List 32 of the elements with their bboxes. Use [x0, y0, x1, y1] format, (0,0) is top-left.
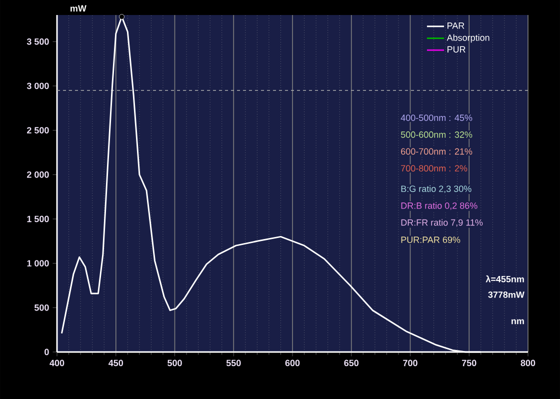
annotation: PUR:PAR 69% — [401, 236, 460, 243]
y-tick-label: 1 000 — [27, 260, 49, 266]
y-tick-label: 500 — [34, 304, 49, 311]
annotation: 600-700nm : 21% — [401, 148, 472, 155]
x-tick-label: 700 — [403, 360, 418, 366]
x-tick-label: 400 — [50, 360, 64, 366]
annotation: DR:B ratio 0,2 86% — [401, 202, 478, 210]
annotation: 400-500nm : 45% — [400, 114, 472, 121]
annotation: λ=455nm — [486, 275, 524, 282]
x-tick-label: 800 — [520, 360, 536, 366]
y-tick-label: 2 000 — [27, 171, 49, 178]
legend-label: PUR — [448, 46, 466, 53]
legend-label: Absorption — [446, 34, 490, 43]
x-tick-label: 500 — [168, 360, 182, 366]
y-tick-label: 3 000 — [26, 82, 49, 90]
annotation: 500-600nm : 32% — [400, 131, 472, 138]
x-tick-label: 550 — [226, 360, 241, 366]
y-tick-label: 0 — [44, 348, 49, 356]
x-tick-label: 450 — [108, 360, 124, 366]
x-tick-label: 750 — [462, 360, 476, 366]
annotation: B:G ratio 2,3 30% — [401, 185, 472, 194]
annotation: 3778mW — [488, 292, 524, 298]
y-tick-label: 2 500 — [27, 127, 49, 134]
y-tick-label: 3 500 — [26, 38, 49, 45]
annotation: DR:FR ratio 7,9 11% — [401, 219, 483, 227]
x-axis-title: nm — [512, 319, 524, 324]
x-tick-label: 600 — [285, 360, 300, 366]
x-tick-label: 650 — [344, 360, 359, 366]
y-tick-label: 1 500 — [27, 216, 49, 222]
legend-label: PAR — [448, 22, 464, 29]
y-axis-title: mW — [70, 5, 86, 12]
annotation: 700-800nm : 2% — [401, 165, 468, 172]
